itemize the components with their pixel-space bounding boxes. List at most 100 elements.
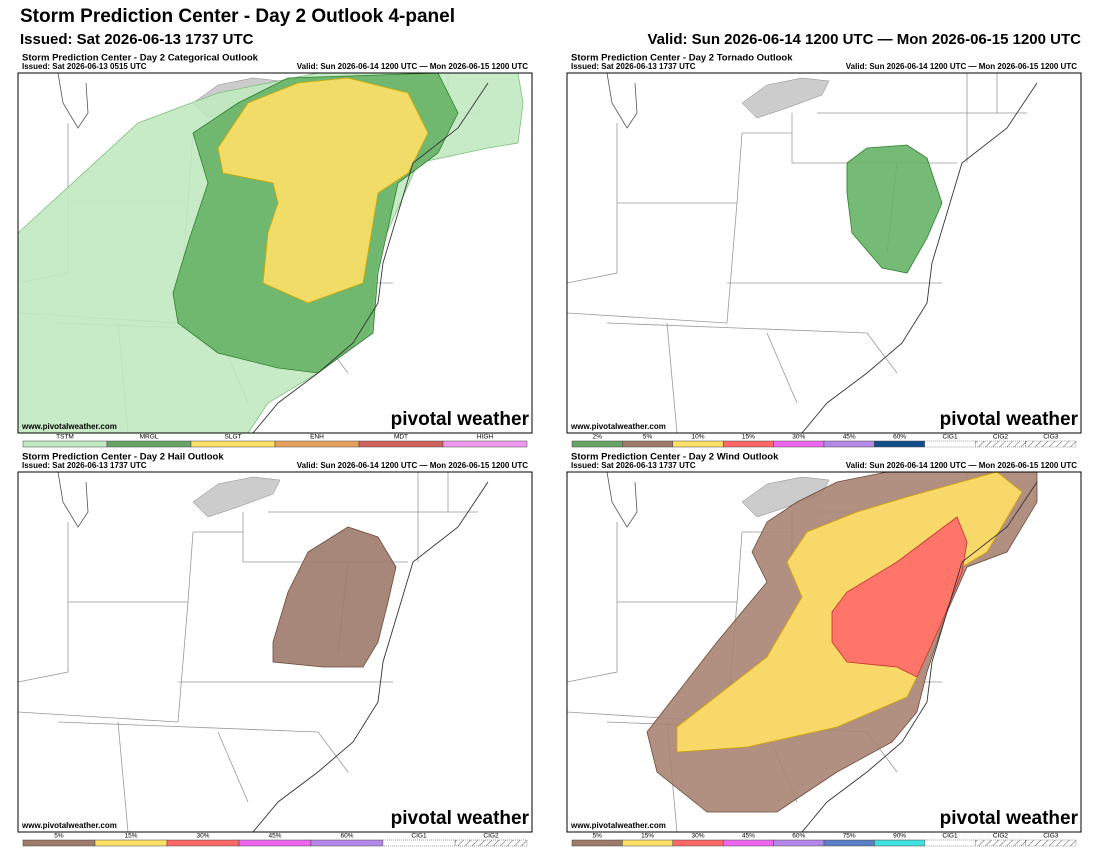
panel-title: Storm Prediction Center - Day 2 Wind Out… — [571, 452, 779, 463]
state-border — [417, 472, 478, 513]
legend-label: HIGH — [477, 434, 494, 441]
panel-valid: Valid: Sun 2026-06-14 1200 UTC — Mon 202… — [297, 461, 528, 470]
watermark: www.pivotalweather.com — [21, 821, 117, 830]
legend-label: CIG1 — [411, 833, 427, 840]
legend-swatch — [190, 440, 276, 448]
legend-swatch — [238, 839, 312, 847]
coast — [57, 72, 89, 129]
state-border — [17, 522, 69, 683]
state-border — [117, 721, 129, 833]
map: www.pivotalweather.com pivotal weather — [17, 72, 533, 434]
lake — [741, 476, 830, 518]
legend-swatch — [622, 839, 674, 847]
legend-swatch — [874, 839, 926, 847]
coast — [606, 471, 638, 528]
panel-valid: Valid: Sun 2026-06-14 1200 UTC — Mon 202… — [846, 461, 1077, 470]
issued: Issued: Sat 2026-06-13 1737 UTC — [20, 31, 254, 48]
map-frame — [566, 471, 1082, 833]
legend-swatch — [823, 440, 875, 448]
legend-swatch — [722, 839, 774, 847]
state-border — [966, 73, 1027, 114]
panel-issued: Issued: Sat 2026-06-13 1737 UTC — [571, 62, 696, 71]
legend-swatch — [94, 839, 168, 847]
coast — [57, 471, 89, 528]
panel-title: Storm Prediction Center - Day 2 Categori… — [22, 53, 259, 64]
legend-swatch — [106, 440, 192, 448]
panel-title: Storm Prediction Center - Day 2 Hail Out… — [22, 452, 224, 463]
risk-area — [217, 77, 429, 304]
east-coast — [252, 82, 489, 434]
panel-title: Storm Prediction Center - Day 2 Tornado … — [571, 53, 793, 64]
legend-label: CIG2 — [993, 833, 1009, 840]
legend-swatch — [1025, 440, 1077, 448]
map-frame — [17, 471, 533, 833]
legend-swatch — [974, 440, 1026, 448]
logo: pivotal weather — [940, 808, 1079, 829]
legend-label: CIG3 — [1043, 833, 1059, 840]
east-coast — [252, 481, 489, 833]
legend-swatch — [442, 440, 528, 448]
legend-label: ENH — [310, 434, 324, 441]
legend-label: CIG3 — [1043, 434, 1059, 441]
risk-area — [272, 526, 397, 668]
legend-label: 5% — [592, 833, 602, 840]
legend-label: 90% — [893, 833, 906, 840]
legend-label: 60% — [792, 833, 805, 840]
legend-label: MRGL — [140, 434, 159, 441]
legend-label: MDT — [394, 434, 408, 441]
watermark: www.pivotalweather.com — [21, 422, 117, 431]
legend-label: 60% — [893, 434, 906, 441]
valid: Valid: Sun 2026-06-14 1200 UTC — Mon 202… — [647, 31, 1081, 48]
legend-label: 15% — [641, 833, 654, 840]
legend-label: SLGT — [225, 434, 242, 441]
legend-label: CIG1 — [942, 833, 958, 840]
map-frame — [17, 72, 533, 434]
legend-label: 30% — [792, 434, 805, 441]
legend-label: 2% — [592, 434, 602, 441]
legend-label: CIG2 — [993, 434, 1009, 441]
legend-label: TSTM — [56, 434, 74, 441]
legend-swatch — [672, 839, 724, 847]
lake — [741, 77, 830, 119]
legend-swatch — [358, 440, 444, 448]
legend-swatch — [773, 440, 825, 448]
legend-swatch — [274, 440, 360, 448]
legend-swatch — [874, 440, 926, 448]
state-border — [217, 731, 249, 803]
legend-swatch — [310, 839, 384, 847]
legend-label: 60% — [340, 833, 353, 840]
panel-issued: Issued: Sat 2026-06-13 1737 UTC — [571, 461, 696, 470]
state-border — [666, 322, 678, 434]
risk-area — [831, 516, 968, 678]
state-border — [566, 123, 618, 284]
east-coast — [801, 82, 1038, 434]
watermark: www.pivotalweather.com — [570, 821, 666, 830]
legend-swatch — [571, 839, 623, 847]
legend-swatch — [622, 440, 674, 448]
legend-label: 15% — [742, 434, 755, 441]
legend-label: 10% — [691, 434, 704, 441]
logo: pivotal weather — [391, 409, 530, 430]
legend-label: 5% — [643, 434, 653, 441]
east-coast — [801, 481, 1038, 833]
legend-label: 15% — [124, 833, 137, 840]
legend-label: CIG1 — [942, 434, 958, 441]
panel-issued: Issued: Sat 2026-06-13 0515 UTC — [22, 62, 147, 71]
map: www.pivotalweather.com pivotal weather — [17, 471, 533, 833]
legend-swatch — [382, 839, 456, 847]
legend-swatch — [22, 440, 108, 448]
panel-valid: Valid: Sun 2026-06-14 1200 UTC — Mon 202… — [297, 62, 528, 71]
map: www.pivotalweather.com pivotal weather — [566, 72, 1082, 434]
state-border — [566, 202, 738, 324]
watermark: www.pivotalweather.com — [570, 422, 666, 431]
page-title: Storm Prediction Center - Day 2 Outlook … — [20, 6, 455, 27]
panel-issued: Issued: Sat 2026-06-13 1737 UTC — [22, 461, 147, 470]
legend-swatch — [924, 839, 976, 847]
legend-swatch — [166, 839, 240, 847]
map-frame — [566, 72, 1082, 434]
outlook-panel: Storm Prediction Center - Day 2 Wind Out… — [566, 452, 1082, 847]
outlook-panel: Storm Prediction Center - Day 2 Categori… — [17, 53, 533, 448]
legend-swatch — [672, 440, 724, 448]
